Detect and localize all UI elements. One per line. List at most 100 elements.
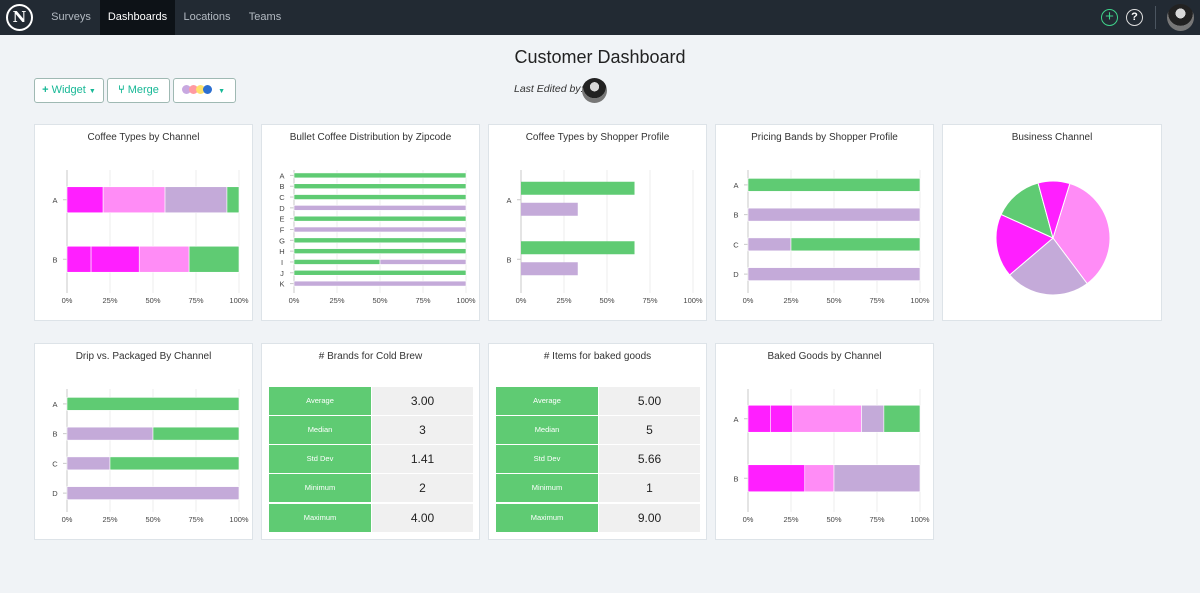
chart-coffee-types-by-shopper: 0% 25% 50% 75% 100% A B	[506, 170, 703, 305]
y-category-label: C	[52, 459, 58, 468]
bar	[521, 202, 578, 216]
stat-value: 2	[372, 474, 473, 502]
widget-coffee-types-by-channel[interactable]: Coffee Types by Channel 0% 25% 50% 75% 100% A…	[34, 124, 253, 321]
widget-title: Drip vs. Packaged By Channel	[75, 351, 212, 362]
y-category-label: E	[279, 215, 284, 224]
bar	[521, 181, 635, 195]
bar-segment	[188, 245, 240, 273]
x-tick-label: 25%	[102, 515, 117, 524]
bar-segment	[66, 186, 104, 214]
bar-segment	[293, 248, 467, 254]
stat-label: Average	[496, 387, 598, 415]
x-tick-label: 100%	[229, 515, 249, 524]
x-tick-label: 50%	[145, 296, 160, 305]
bar-segment	[293, 215, 467, 222]
stat-label: Minimum	[269, 474, 371, 502]
add-widget-button[interactable]: + Widget ▼	[34, 78, 104, 103]
tab-dashboards[interactable]: Dashboards	[100, 0, 175, 35]
x-tick-label: 0%	[516, 296, 527, 305]
x-tick-label: 0%	[289, 296, 300, 305]
page-title: Customer Dashboard	[514, 47, 686, 67]
palette-swatch	[203, 85, 212, 94]
bar-segment	[792, 404, 862, 433]
bar-segment	[747, 207, 921, 222]
widget-title: # Items for baked goods	[543, 351, 652, 362]
stat-row-average: Average 3.00	[269, 387, 473, 415]
bar-segment	[883, 404, 921, 433]
y-category-label: D	[279, 204, 285, 213]
bar-segment	[293, 269, 467, 276]
stat-row-minimum: Minimum 1	[496, 474, 700, 502]
x-tick-label: 0%	[62, 296, 73, 305]
bar-segment	[770, 404, 794, 433]
color-palette-button[interactable]: ▼	[173, 78, 236, 103]
stat-value: 5	[599, 416, 700, 444]
widget-coffee-types-by-shopper[interactable]: Coffee Types by Shopper Profile 0% 25% 50%…	[488, 124, 707, 321]
tab-locations[interactable]: Locations	[183, 11, 231, 23]
app-logo[interactable]: N	[6, 4, 33, 31]
bar-segment	[66, 245, 92, 273]
y-category-label: B	[733, 211, 738, 220]
x-tick-label: 50%	[145, 515, 160, 524]
bar-segment	[747, 267, 921, 281]
stat-row-std-dev: Std Dev 5.66	[496, 445, 700, 473]
chevron-down-icon: ▼	[218, 88, 225, 95]
tab-teams[interactable]: Teams	[248, 11, 282, 23]
stat-label: Maximum	[496, 504, 598, 532]
bar-segment	[833, 464, 921, 493]
widget-button-label: Widget	[51, 84, 86, 96]
widget-brands-cold-brew[interactable]: # Brands for Cold Brew Average 3.00 Media…	[261, 343, 480, 540]
bar-segment	[790, 237, 921, 252]
widget-items-baked-goods[interactable]: # Items for baked goods Average 5.00 Medi…	[488, 343, 707, 540]
x-tick-label: 25%	[329, 296, 344, 305]
widget-title: # Brands for Cold Brew	[318, 351, 423, 362]
bar-segment	[747, 237, 792, 252]
x-tick-label: 75%	[188, 515, 203, 524]
bar-segment	[90, 245, 140, 273]
y-category-label: F	[280, 226, 285, 235]
bar-segment	[293, 194, 467, 200]
x-tick-label: 0%	[743, 515, 754, 524]
merge-button[interactable]: ⑂ Merge	[107, 78, 170, 103]
x-tick-label: 100%	[910, 515, 930, 524]
x-tick-label: 50%	[826, 515, 841, 524]
top-nav: N Surveys Dashboards Locations Teams + ?	[0, 0, 1200, 35]
widget-drip-vs-packaged[interactable]: Drip vs. Packaged By Channel 0% 25% 50% 75%…	[34, 343, 253, 540]
pie-slice-2	[995, 213, 1054, 276]
plus-icon: +	[42, 84, 49, 96]
chevron-down-icon: ▼	[88, 88, 96, 95]
stat-value: 5.66	[599, 445, 700, 473]
stat-row-median: Median 3	[269, 416, 473, 444]
nav-divider	[1155, 6, 1156, 29]
bar-segment	[293, 226, 467, 233]
y-category-label: A	[506, 196, 511, 205]
x-tick-label: 75%	[869, 515, 884, 524]
user-avatar[interactable]	[1167, 4, 1194, 31]
pie-slice-4	[1037, 180, 1071, 240]
palette-swatch	[189, 85, 198, 94]
pie-slice-1	[1008, 237, 1088, 296]
stat-value: 1	[599, 474, 700, 502]
widget-pricing-bands-by-shopper[interactable]: Pricing Bands by Shopper Profile 0% 25% 50…	[715, 124, 934, 321]
stat-value: 5.00	[599, 387, 700, 415]
y-category-label: A	[52, 400, 57, 409]
bar-segment	[66, 397, 240, 411]
tab-surveys[interactable]: Surveys	[51, 11, 91, 23]
widget-business-channel[interactable]: Business Channel	[942, 124, 1162, 321]
last-edited-label: Last Edited by:	[514, 83, 584, 95]
widget-bullet-coffee-by-zip[interactable]: Bullet Coffee Distribution by Zipcode 0%…	[261, 124, 480, 321]
y-category-label: H	[279, 247, 284, 256]
stat-row-minimum: Minimum 2	[269, 474, 473, 502]
y-category-label: J	[280, 269, 284, 278]
y-category-label: G	[279, 236, 285, 245]
add-icon[interactable]: +	[1101, 9, 1118, 26]
editor-avatar[interactable]	[582, 78, 607, 103]
bar-segment	[164, 186, 228, 214]
x-tick-label: 75%	[869, 296, 884, 305]
merge-button-label: Merge	[127, 84, 159, 96]
x-tick-label: 50%	[372, 296, 387, 305]
bar-segment	[293, 172, 467, 179]
widget-baked-goods-by-channel[interactable]: Baked Goods by Channel 0% 25% 50% 75% 100% A B	[715, 343, 934, 540]
x-tick-label: 100%	[456, 296, 476, 305]
help-icon[interactable]: ?	[1126, 9, 1143, 26]
